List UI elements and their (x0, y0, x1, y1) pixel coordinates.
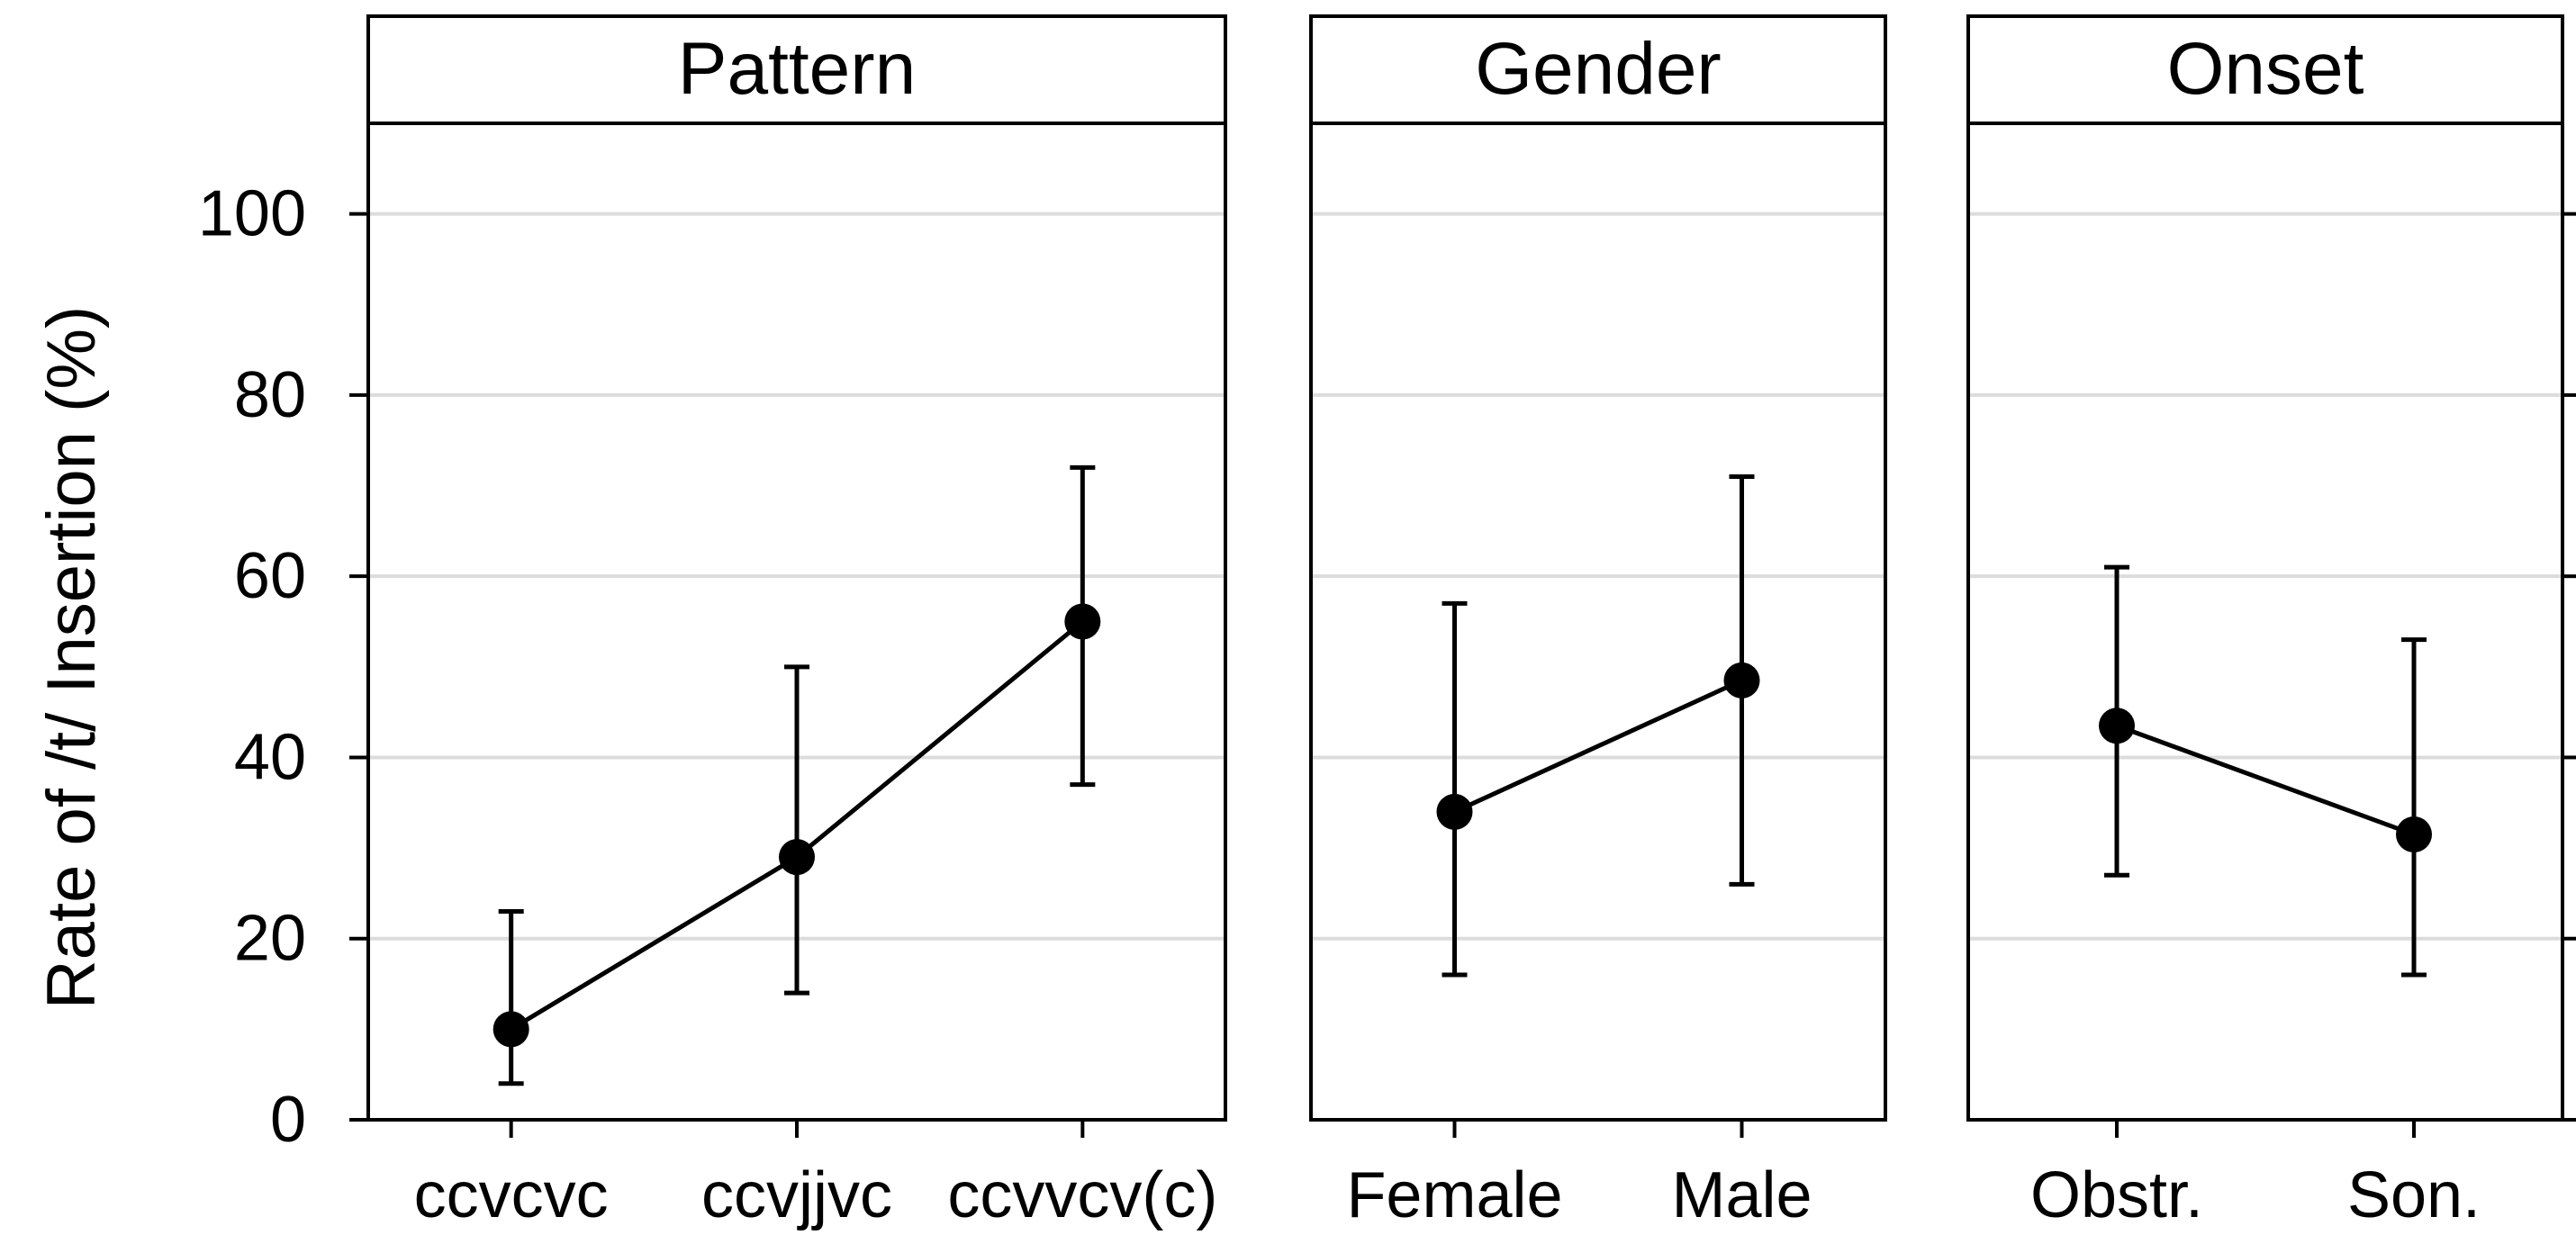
data-point (1436, 793, 1473, 830)
y-tick-label: 0 (270, 1084, 306, 1156)
data-point (493, 1011, 529, 1048)
y-tick-label: 80 (234, 359, 306, 431)
data-point (2099, 708, 2135, 744)
x-tick-label: ccvjjvc (701, 1159, 892, 1231)
x-tick-label: Obstr. (2030, 1159, 2203, 1231)
x-tick-label: Male (1671, 1159, 1812, 1231)
panel-title: Onset (2167, 28, 2364, 110)
panel-pattern: Pattern ccvcvc ccvjjvc ccvvcv(c) (366, 14, 1227, 1231)
panel-title: Pattern (678, 28, 916, 110)
panel-title: Gender (1475, 28, 1722, 110)
data-point (2396, 816, 2432, 852)
x-tick-label: ccvcvc (414, 1159, 609, 1231)
x-tick-label: Son. (2347, 1159, 2481, 1231)
y-tick-label: 60 (234, 540, 306, 612)
series-line (2116, 723, 2415, 837)
y-tick-label: 20 (234, 903, 306, 975)
panel-frame (1309, 14, 1887, 1122)
series-line (1453, 678, 1743, 815)
panel-frame (1966, 14, 2564, 1122)
data-point (1064, 603, 1101, 640)
panel-onset: Onset Obstr. Son. (1966, 14, 2564, 1231)
x-tick-label: Female (1346, 1159, 1562, 1231)
data-point (1723, 662, 1760, 699)
y-axis-label: Rate of /t/ Insertion (%) (33, 306, 110, 1009)
y-tick-label: 100 (198, 178, 306, 250)
x-tick-label: ccvvcv(c) (947, 1159, 1217, 1231)
panel-gender: Gender Female Male (1309, 14, 1887, 1231)
data-point (779, 839, 815, 876)
y-tick-label: 40 (234, 721, 306, 793)
